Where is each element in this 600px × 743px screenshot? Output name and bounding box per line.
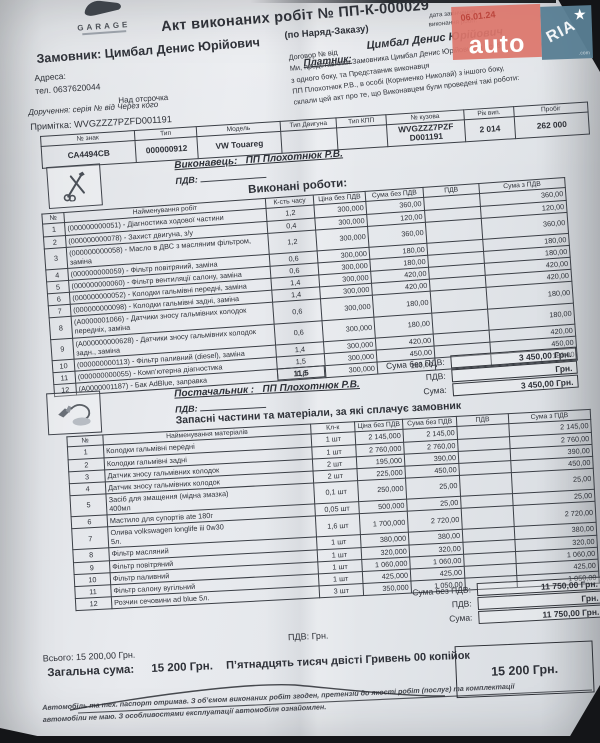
spark-plug-icon bbox=[58, 404, 91, 426]
vehicle-value-cell: 2 014 bbox=[464, 116, 516, 142]
part-sum: 25,00 bbox=[405, 475, 461, 500]
ria-watermark-box: ★ RIA .com bbox=[540, 5, 594, 60]
summary-vat-line: ПДВ: Грн. bbox=[287, 630, 329, 643]
tools-icon bbox=[63, 171, 85, 203]
part-price: 250,000 bbox=[357, 478, 407, 502]
part-vat bbox=[461, 505, 515, 530]
work-number: 3 bbox=[44, 247, 68, 270]
works-clipart-box bbox=[46, 163, 103, 210]
paper-crease-lines bbox=[69, 683, 593, 714]
work-number: 8 bbox=[49, 316, 73, 340]
part-price: 1 700,000 bbox=[359, 511, 409, 536]
work-number: 9 bbox=[50, 337, 75, 361]
address-block: Адреса: тел. 0637620044 bbox=[34, 67, 101, 98]
ria-com-text: .com bbox=[578, 50, 590, 57]
photo-bottom-edge bbox=[0, 736, 600, 743]
engine-logo-icon bbox=[84, 0, 121, 16]
vehicle-value-cell: WVGZZZ7PZF D001191 bbox=[386, 120, 466, 147]
part-vat bbox=[459, 472, 513, 497]
parts-clipart-box bbox=[46, 390, 103, 436]
vehicle-value-cell bbox=[336, 124, 388, 150]
autoria-watermark: 06.01.24 auto ★ RIA .com bbox=[451, 0, 595, 65]
part-number: 7 bbox=[71, 527, 109, 551]
garage-logo: GARAGE bbox=[56, 0, 150, 37]
part-qty: 1,6 шт bbox=[315, 513, 361, 538]
part-qty: 0,1 шт bbox=[313, 480, 359, 505]
part-sum: 2 720,00 bbox=[407, 508, 463, 533]
part-qty: 3 шт bbox=[319, 583, 364, 598]
parts-section: Постачальник : ПП Плохотнюк Р.В. ПДВ: За… bbox=[34, 363, 600, 624]
part-number: 12 bbox=[75, 596, 112, 611]
auto-logo-text: auto bbox=[468, 29, 526, 60]
star-icon: ★ bbox=[572, 6, 587, 24]
works-section: Виконавець: ПП Плохотнюк Р.В. ПДВ: Викон… bbox=[34, 127, 593, 397]
vehicle-value-cell: 262 000 bbox=[514, 112, 590, 139]
watermark-date: 06.01.24 bbox=[460, 9, 496, 23]
part-number: 5 bbox=[69, 493, 108, 517]
vat-label: ПДВ: bbox=[175, 174, 199, 187]
auto-watermark-box: 06.01.24 auto bbox=[451, 3, 542, 60]
paper-top-edge bbox=[250, 0, 556, 3]
